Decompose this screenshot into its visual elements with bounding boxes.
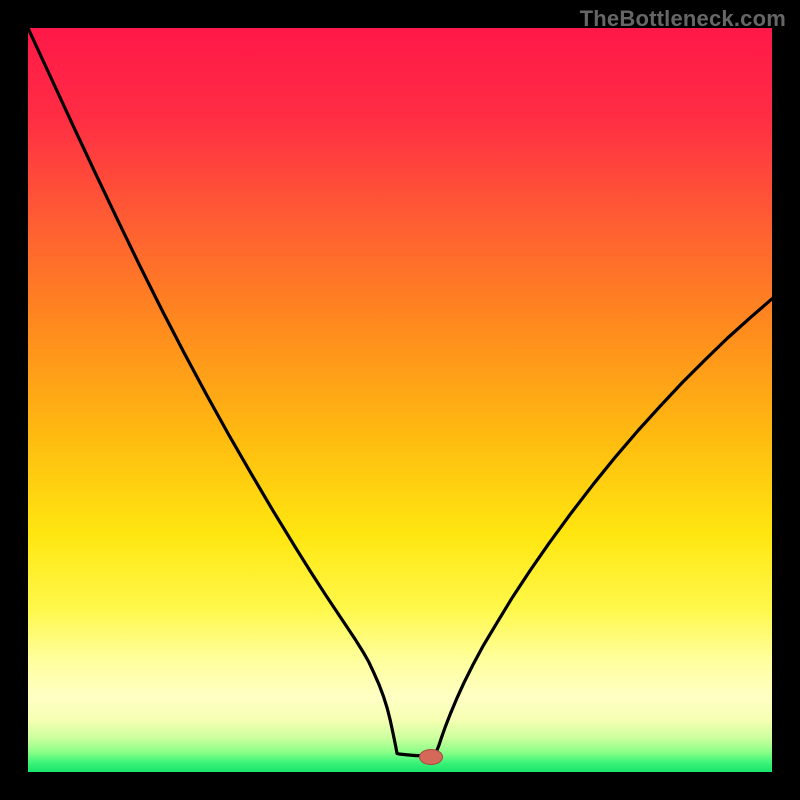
chart-curve-svg [28, 28, 772, 772]
watermark-text: TheBottleneck.com [580, 6, 786, 32]
chart-plot-area [28, 28, 772, 772]
chart-curve-path [28, 28, 772, 756]
chart-marker [419, 749, 443, 765]
